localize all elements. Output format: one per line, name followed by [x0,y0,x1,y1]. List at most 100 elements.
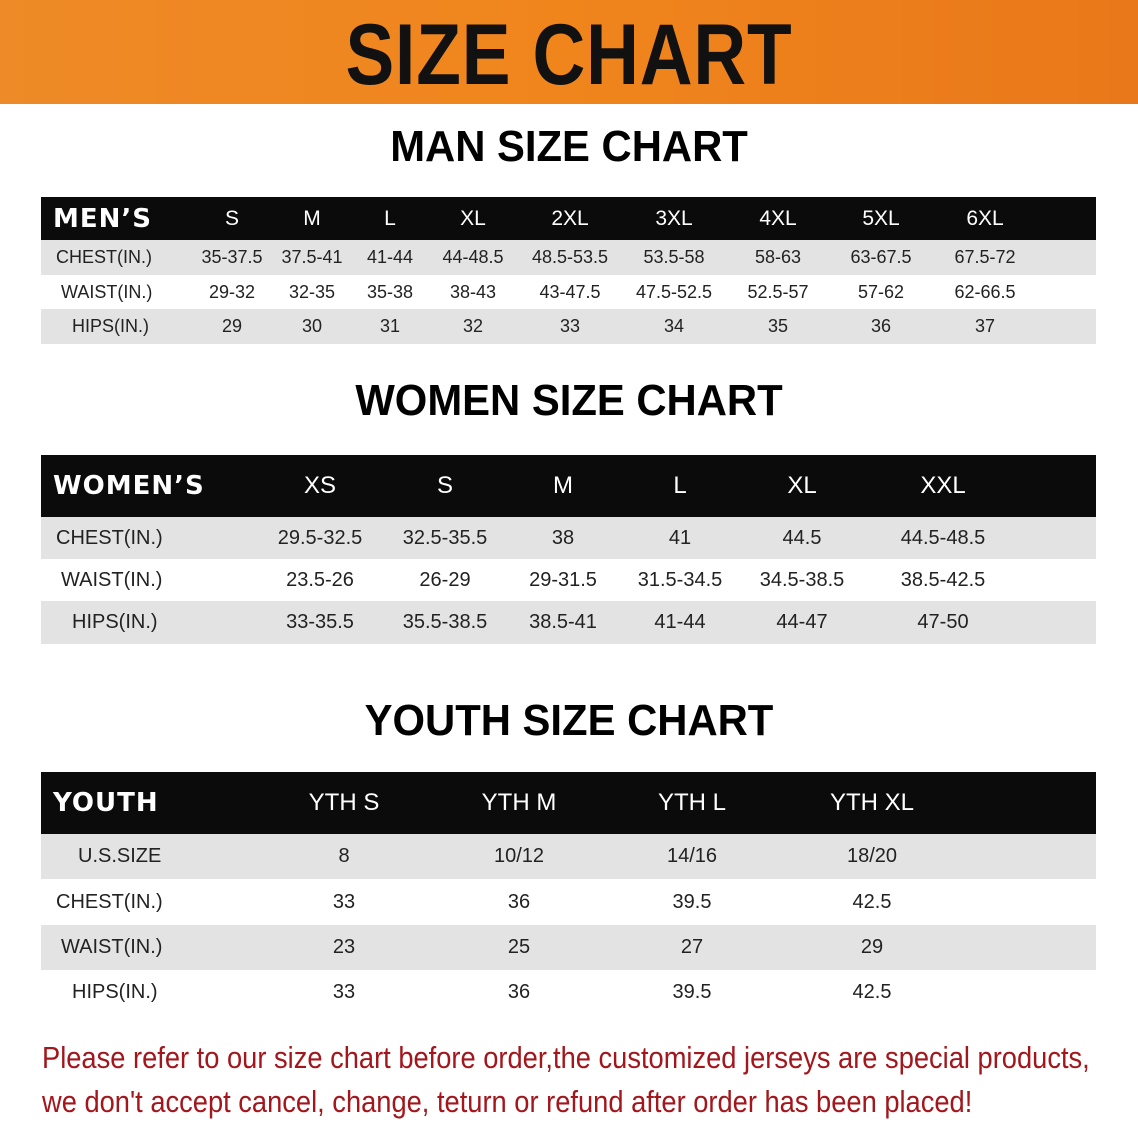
table-cell: 27 [680,936,704,958]
youth-row-chestin: CHEST(IN.) 33 36 39.5 42.5 [41,879,1096,925]
table-cell: 29 [860,936,884,958]
size-header-s: S [436,472,454,499]
size-header-yth-l: YTH L [657,789,727,816]
table-cell: 32 [462,316,484,336]
table-cell: 36 [507,890,531,913]
table-cell: 37.5-41 [281,247,343,267]
size-header-m: M [303,206,321,230]
size-header-xl: XL [787,472,817,499]
women-header-row: WOMEN’S XS S M L XL XXL [41,455,1096,517]
table-cell: 37 [974,316,996,336]
row-label: CHEST(IN.) [56,247,152,267]
women-section-title: WOMEN SIZE CHART [355,376,783,425]
men-row-chestin: CHEST(IN.) 35-37.5 37.5-41 41-44 44-48.5 48.5… [41,240,1096,275]
table-cell: 41 [668,526,692,549]
men-header-label: MEN’S [53,203,152,234]
table-cell: 39.5 [672,981,712,1003]
order-notice-line-2: we don't accept cancel, change, teturn o… [42,1084,973,1119]
table-cell: 43-47.5 [539,281,601,302]
row-label: U.S.SIZE [78,845,162,867]
table-cell: 23 [332,936,356,958]
row-label: CHEST(IN.) [56,526,163,549]
youth-header-row: YOUTH YTH S YTH M YTH L YTH XL [41,772,1096,834]
table-cell: 36 [870,316,892,336]
table-cell: 44.5 [782,526,822,549]
table-cell: 38.5-41 [529,611,597,633]
table-cell: 33 [559,316,581,336]
table-cell: 30 [301,316,323,336]
size-header-xxl: XXL [920,472,966,499]
table-cell: 57-62 [857,281,905,302]
men-row-hipsin: HIPS(IN.) 29 30 31 32 33 34 35 36 37 [41,309,1096,344]
table-cell: 41-44 [654,611,706,633]
table-cell: 53.5-58 [643,247,705,267]
size-header-m: M [553,472,573,499]
men-header-row: MEN’S S M L XL 2XL 3XL 4XL 5XL 6XL [41,197,1096,240]
youth-header-label: YOUTH [53,788,159,818]
table-cell: 42.5 [852,981,892,1003]
table-cell: 33-35.5 [286,611,354,633]
youth-row-hipsin: HIPS(IN.) 33 36 39.5 42.5 [41,970,1096,1015]
table-cell: 14/16 [666,845,718,867]
size-header-l: L [673,472,687,499]
size-header-5xl: 5XL [862,206,900,230]
table-cell: 32-35 [288,281,336,302]
size-header-2xl: 2XL [551,206,589,230]
table-cell: 33 [332,890,356,913]
youth-row-waistin: WAIST(IN.) 23 25 27 29 [41,925,1096,970]
men-section-title: MAN SIZE CHART [390,122,748,171]
table-cell: 23.5-26 [286,568,354,591]
table-cell: 32.5-35.5 [402,526,488,549]
table-cell: 8 [338,845,350,867]
size-header-yth-s: YTH S [308,789,380,816]
table-cell: 35.5-38.5 [402,611,488,633]
youth-size-table: YOUTH YTH S YTH M YTH L YTH XL U.S.SIZE 8 10/12… [41,772,1096,1015]
size-header-s: S [224,206,240,230]
size-header-3xl: 3XL [655,206,693,230]
table-cell: 34.5-38.5 [759,568,845,591]
table-cell: 35-38 [366,281,414,302]
table-cell: 47-50 [917,611,969,633]
table-cell: 10/12 [493,845,545,867]
size-header-xs: XS [303,472,337,499]
banner-title: SIZE CHART [345,7,793,103]
table-cell: 38.5-42.5 [900,568,986,591]
table-cell: 41-44 [366,247,414,267]
table-cell: 67.5-72 [954,247,1016,267]
size-header-4xl: 4XL [759,206,797,230]
table-cell: 47.5-52.5 [635,281,713,302]
youth-row-ussize: U.S.SIZE 8 10/12 14/16 18/20 [41,834,1096,879]
women-row-waistin: WAIST(IN.) 23.5-26 26-29 29-31.5 31.5-34.5 34… [41,559,1096,601]
table-cell: 29.5-32.5 [277,526,363,549]
table-cell: 29-32 [208,281,256,302]
row-label: WAIST(IN.) [61,568,163,591]
row-label: WAIST(IN.) [61,936,163,958]
table-cell: 35-37.5 [201,247,263,267]
table-cell: 29 [221,316,243,336]
row-label: WAIST(IN.) [61,281,153,302]
table-cell: 63-67.5 [850,247,912,267]
table-cell: 44-48.5 [442,247,504,267]
table-cell: 33 [332,981,356,1003]
table-cell: 52.5-57 [747,281,809,302]
table-cell: 39.5 [672,890,712,913]
table-cell: 29-31.5 [529,568,597,591]
table-cell: 44-47 [776,611,828,633]
table-cell: 18/20 [846,845,898,867]
table-cell: 42.5 [852,890,892,913]
table-cell: 31 [379,316,401,336]
order-notice-line-1: Please refer to our size chart before or… [42,1040,1090,1075]
women-header-label: WOMEN’S [53,471,205,501]
youth-section-title: YOUTH SIZE CHART [364,696,774,745]
men-row-waistin: WAIST(IN.) 29-32 32-35 35-38 38-43 43-47.5 47.… [41,275,1096,309]
table-cell: 38 [551,526,575,549]
row-label: HIPS(IN.) [72,316,150,336]
table-cell: 26-29 [419,568,471,591]
table-cell: 36 [507,981,531,1003]
table-cell: 38-43 [449,281,497,302]
size-header-l: L [384,206,396,230]
table-cell: 48.5-53.5 [531,247,609,267]
order-notice: Please refer to our size chart before or… [42,1036,1090,1124]
women-row-chestin: CHEST(IN.) 29.5-32.5 32.5-35.5 38 41 44.5 44.5… [41,517,1096,559]
row-label: CHEST(IN.) [56,890,163,913]
